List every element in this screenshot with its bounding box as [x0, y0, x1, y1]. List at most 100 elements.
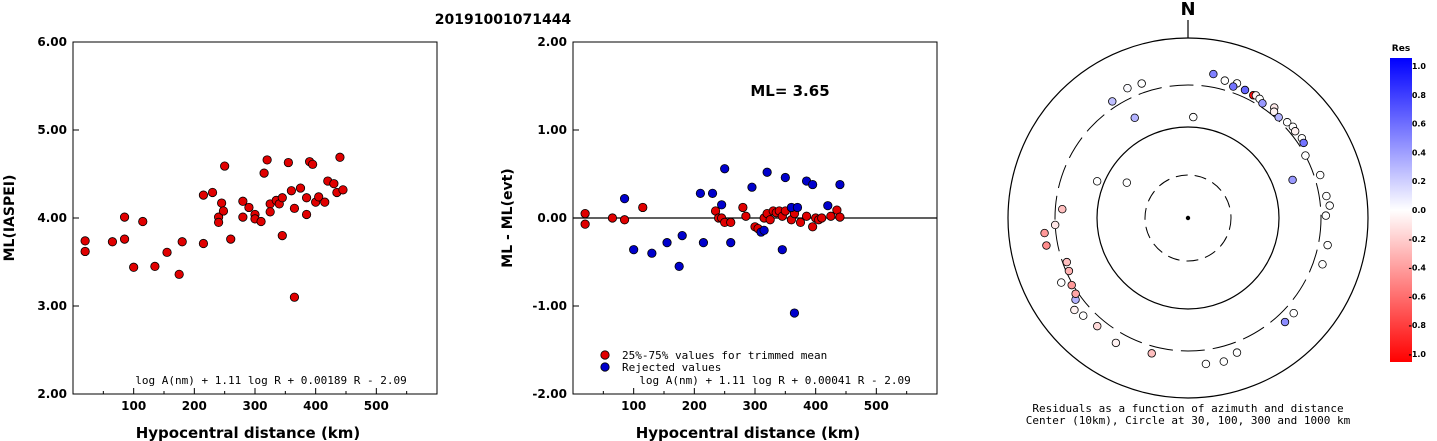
station-point [1067, 280, 1076, 290]
data-point [619, 194, 630, 204]
data-point [308, 159, 318, 169]
data-point [817, 213, 827, 223]
colorbar-title: Res [1392, 44, 1410, 54]
data-point [119, 234, 130, 244]
station-point [1111, 338, 1121, 348]
magnitude-vs-distance-panel: 100 200 300 400 500 2.00 3.00 4.00 5.00 6.00 log… [2, 35, 438, 441]
x-tick-label: 100 [621, 399, 646, 413]
station-point [1057, 278, 1066, 287]
data-point [198, 190, 209, 200]
y-tick-label: -2.00 [532, 387, 567, 401]
panel2-x-ticks: 100 200 300 400 500 [602, 388, 908, 413]
station-point [1274, 113, 1283, 122]
y-tick-label: 2.00 [537, 35, 567, 49]
colorbar-tick-label: 1.0 [1412, 62, 1427, 71]
data-point [647, 248, 657, 258]
data-point [226, 234, 236, 244]
data-point [835, 179, 845, 190]
station-point [1201, 359, 1211, 369]
data-point [80, 236, 90, 246]
data-point [129, 262, 139, 272]
station-point [1189, 112, 1198, 122]
panel2-formula: log A(nm) + 1.11 log R + 0.00041 R - 2.0… [639, 374, 911, 387]
station-point [1130, 113, 1139, 123]
station-point [1123, 83, 1132, 93]
panel2-y-ticks: -2.00 -1.00 0.00 1.00 2.00 [532, 35, 579, 401]
data-point [277, 231, 287, 241]
station-point [1040, 228, 1049, 238]
legend-marker-rejected [600, 362, 610, 372]
station-point [1092, 177, 1102, 186]
colorbar-gradient [1390, 58, 1412, 362]
x-tick-label: 400 [303, 399, 328, 413]
station-point [1209, 69, 1218, 79]
x-tick-label: 200 [682, 399, 707, 413]
colorbar-tick-label: -0.4 [1409, 264, 1427, 273]
station-point [1289, 308, 1298, 318]
data-point [759, 225, 769, 235]
data-point [277, 193, 287, 203]
station-point [1240, 85, 1250, 95]
station-point [1321, 211, 1331, 220]
data-point [329, 179, 339, 189]
data-point [795, 217, 806, 227]
data-point [808, 179, 818, 190]
figure-title: 20191001071444 [435, 12, 572, 28]
data-point [119, 212, 130, 222]
data-point [707, 188, 718, 198]
data-point [314, 192, 324, 202]
azimuth-residual-panel: N Residuals as a function of azimuth and… [1007, 0, 1369, 427]
data-point [738, 202, 748, 213]
data-point [335, 152, 345, 162]
y-tick-label: 2.00 [37, 387, 67, 401]
colorbar-tick-label: -0.2 [1409, 235, 1427, 244]
legend-label-rejected: Rejected values [622, 361, 721, 374]
data-point [720, 164, 730, 174]
station-point [1050, 220, 1060, 230]
data-point [835, 212, 845, 222]
residual-vs-distance-panel: 100 200 300 400 500 -2.00 -1.00 0.00 1.00 2.00 M… [500, 35, 938, 441]
colorbar-tick-label: -0.8 [1409, 321, 1427, 330]
data-point [808, 222, 818, 232]
data-point [698, 238, 709, 248]
panel1-formula: log A(nm) + 1.11 log R + 0.00189 R - 2.0… [135, 374, 407, 387]
data-point [177, 237, 187, 247]
y-tick-label: 0.00 [537, 211, 567, 225]
station-point [1269, 107, 1279, 116]
station-point [1108, 97, 1117, 106]
data-point [289, 203, 300, 213]
ring-1000km [1007, 37, 1369, 399]
ring-100km [1096, 126, 1280, 310]
y-tick-label: 3.00 [37, 299, 67, 313]
x-tick-label: 500 [364, 399, 389, 413]
data-point [619, 215, 630, 225]
station-point [1325, 201, 1334, 210]
station-point [1288, 175, 1297, 185]
station-point [1280, 317, 1290, 327]
colorbar-ticks: 1.0 0.8 0.6 0.4 0.2 0.0 -0.2 -0.4 -0.6 -0.8 -1.0 [1409, 62, 1427, 359]
ring-30km [1144, 174, 1232, 262]
station-point [1323, 240, 1332, 250]
data-point [789, 308, 800, 318]
data-point [580, 209, 590, 219]
y-tick-label: 4.00 [37, 211, 67, 225]
station-point [1232, 348, 1242, 357]
station-point [1071, 289, 1080, 298]
station-point [1316, 170, 1325, 180]
data-point [198, 238, 209, 249]
station-point [1070, 305, 1079, 315]
data-point [244, 202, 254, 213]
y-tick-label: 5.00 [37, 123, 67, 137]
data-point [580, 219, 590, 229]
north-label: N [1180, 0, 1195, 20]
station-point [1062, 257, 1072, 267]
data-point [338, 185, 348, 195]
station-point [1290, 127, 1300, 136]
station-point [1219, 357, 1228, 366]
data-point [162, 247, 172, 257]
data-point [826, 211, 836, 221]
station-point [1299, 138, 1308, 148]
data-point [262, 155, 272, 165]
x-tick-label: 300 [742, 399, 767, 413]
data-point [726, 238, 736, 248]
